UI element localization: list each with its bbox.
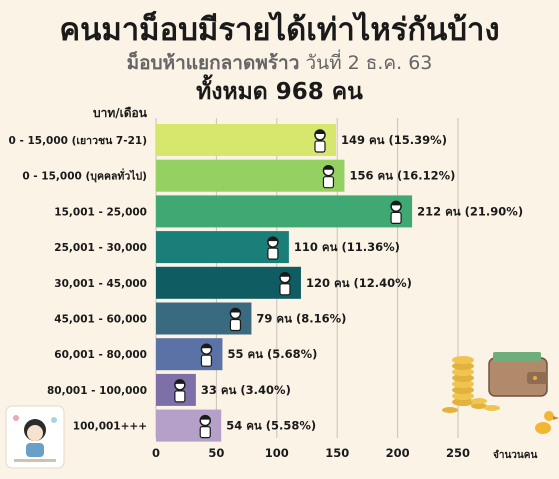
x-tick-label: 0 bbox=[152, 446, 160, 460]
category-label: 30,001 - 45,000 bbox=[54, 278, 147, 290]
avatar-illustration bbox=[5, 405, 65, 469]
value-label: 54 คน (5.58%) bbox=[226, 419, 316, 433]
person-body-icon bbox=[229, 318, 242, 332]
person-body-icon bbox=[199, 426, 211, 439]
person-hair-icon bbox=[391, 201, 402, 206]
person-hair-icon bbox=[174, 379, 185, 384]
chart-title: คนมาม็อบมีรายได้เท่าไหร่กันบ้าง bbox=[59, 12, 500, 48]
subtitle-date: วันที่ 2 ธ.ค. 63 bbox=[305, 52, 433, 74]
value-label: 110 คน (11.36%) bbox=[294, 240, 400, 254]
total-count: ทั้งหมด 968 คน bbox=[196, 79, 363, 105]
bar bbox=[156, 195, 413, 228]
x-axis-label: จำนวนคน bbox=[493, 450, 538, 461]
x-tick-label: 200 bbox=[386, 446, 410, 460]
person-hair-icon bbox=[267, 237, 278, 242]
person-hair-icon bbox=[279, 272, 290, 277]
category-label: 100,001+++ bbox=[73, 421, 147, 433]
category-label: 45,001 - 60,000 bbox=[54, 314, 147, 326]
person-hair-icon bbox=[230, 308, 241, 313]
person-body-icon bbox=[322, 176, 335, 189]
value-label: 79 คน (8.16%) bbox=[256, 312, 346, 326]
decor bbox=[5, 352, 559, 469]
bar bbox=[156, 409, 222, 442]
person-body-icon bbox=[200, 354, 213, 367]
x-tick-label: 100 bbox=[265, 446, 289, 460]
bar bbox=[156, 338, 223, 371]
person-body-icon bbox=[314, 140, 326, 153]
value-label: 33 คน (3.40%) bbox=[201, 383, 291, 397]
x-tick-label: 250 bbox=[446, 446, 470, 460]
value-label: 156 คน (16.12%) bbox=[349, 169, 455, 183]
value-label: 212 คน (21.90%) bbox=[417, 204, 523, 218]
person-hair-icon bbox=[314, 130, 325, 134]
person-hair-icon bbox=[323, 165, 334, 170]
bar bbox=[156, 124, 336, 156]
x-tick-label: 50 bbox=[208, 446, 224, 460]
coins-wallet-illustration bbox=[442, 352, 559, 434]
y-axis-label: บาท/เดือน bbox=[93, 106, 147, 120]
person-hair-icon bbox=[201, 344, 212, 349]
person-body-icon bbox=[174, 390, 186, 403]
value-label: 149 คน (15.39%) bbox=[341, 133, 447, 147]
bar bbox=[156, 159, 345, 192]
person-hair-icon bbox=[200, 415, 211, 420]
person-body-icon bbox=[390, 211, 402, 224]
category-label: 0 - 15,000 (บุคคลทั่วไป) bbox=[22, 168, 147, 184]
person-body-icon bbox=[279, 283, 291, 296]
bar bbox=[156, 266, 301, 299]
category-label: 80,001 - 100,000 bbox=[47, 385, 147, 397]
chart-bars: 0 - 15,000 (เยาวชน 7-21) 149 คน (15.39%) 0… bbox=[8, 124, 523, 442]
subtitle-location: ม็อบห้าแยกลาดพร้าว bbox=[126, 52, 300, 74]
value-label: 120 คน (12.40%) bbox=[306, 276, 412, 290]
person-body-icon bbox=[267, 247, 279, 260]
bar bbox=[156, 231, 289, 264]
category-label: 60,001 - 80,000 bbox=[54, 349, 147, 361]
category-label: 0 - 15,000 (เยาวชน 7-21) bbox=[8, 135, 147, 147]
category-label: 25,001 - 30,000 bbox=[54, 242, 147, 254]
chart-subtitle: ม็อบห้าแยกลาดพร้าว วันที่ 2 ธ.ค. 63 bbox=[0, 48, 559, 78]
category-label: 15,001 - 25,000 bbox=[54, 206, 147, 218]
x-tick-label: 150 bbox=[325, 446, 349, 460]
value-label: 55 คน (5.68%) bbox=[227, 347, 317, 361]
